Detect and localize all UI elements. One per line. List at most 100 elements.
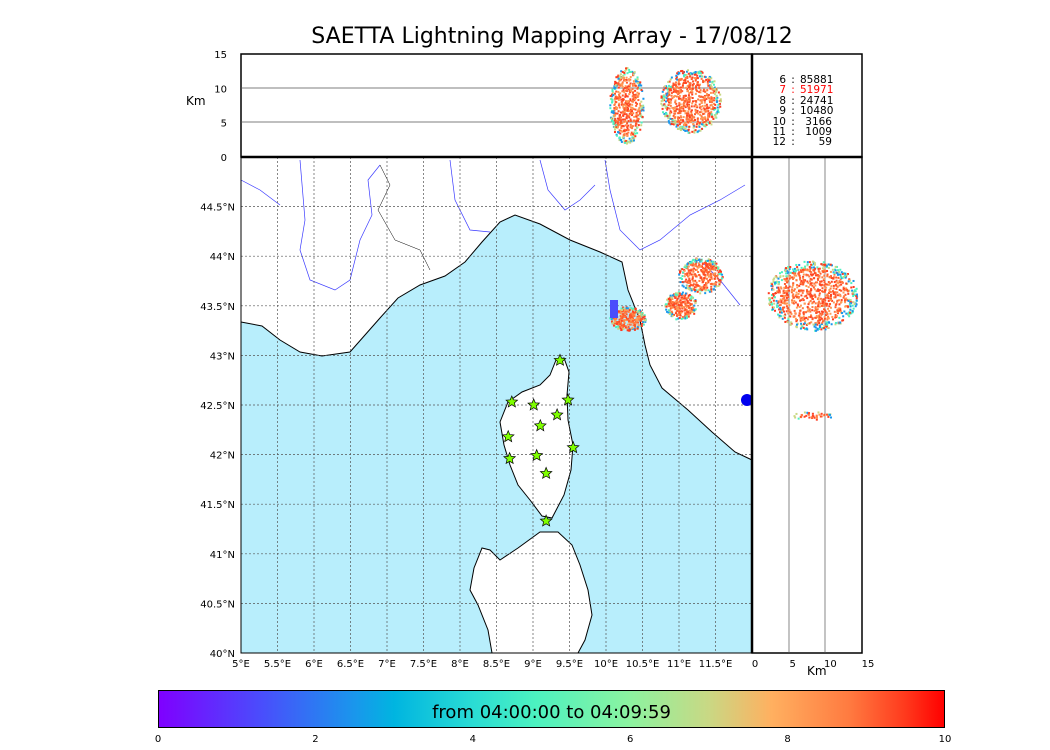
- lightning-source: [693, 304, 696, 307]
- lightning-source: [714, 103, 717, 106]
- lightning-source: [678, 313, 681, 316]
- lightning-source: [671, 315, 674, 318]
- lightning-source: [629, 313, 632, 316]
- lightning-source: [792, 270, 795, 273]
- lightning-source: [635, 318, 638, 321]
- lightning-source: [830, 264, 833, 267]
- lightning-source: [694, 70, 697, 73]
- lightning-source: [632, 120, 635, 123]
- lightning-source: [701, 271, 704, 274]
- lightning-source: [828, 305, 831, 308]
- lightning-source: [671, 85, 674, 88]
- lightning-source: [689, 303, 692, 306]
- lightning-source: [670, 122, 673, 125]
- lightning-source: [778, 304, 781, 307]
- lightning-source: [690, 117, 693, 120]
- lightning-source: [798, 284, 801, 287]
- lightning-source: [627, 129, 630, 132]
- lightning-source: [631, 88, 634, 91]
- lightning-source: [678, 316, 681, 319]
- lightning-source: [824, 299, 827, 302]
- lightning-source: [693, 309, 696, 312]
- lon-tick-label: 7.5°E: [410, 659, 437, 670]
- lon-tick-label: 9°E: [524, 659, 542, 670]
- lightning-source: [700, 123, 703, 126]
- lightning-source: [837, 307, 840, 310]
- lightning-source: [699, 287, 702, 290]
- lightning-source: [787, 296, 790, 299]
- station-number: 7: [779, 84, 786, 97]
- lightning-source: [621, 130, 624, 133]
- lightning-source: [808, 301, 811, 304]
- lightning-source: [624, 93, 627, 96]
- lightning-source: [693, 105, 696, 108]
- lightning-source: [771, 308, 774, 311]
- lightning-source: [791, 294, 794, 297]
- lightning-source: [672, 95, 675, 98]
- lightning-source: [674, 109, 677, 112]
- lightning-source: [669, 89, 672, 92]
- lightning-source: [694, 260, 697, 263]
- lightning-source: [674, 89, 677, 92]
- lightning-source: [620, 325, 623, 328]
- lightning-source: [628, 309, 631, 312]
- lightning-source: [710, 77, 713, 80]
- lightning-source: [625, 86, 628, 89]
- lightning-source: [719, 269, 722, 272]
- lightning-source: [782, 292, 785, 295]
- lightning-source: [718, 281, 721, 284]
- lightning-source: [670, 296, 673, 299]
- lightning-source: [818, 314, 821, 317]
- lightning-source: [713, 93, 716, 96]
- lightning-source: [669, 311, 672, 314]
- lightning-source: [691, 76, 694, 79]
- lightning-source: [623, 118, 626, 121]
- lightning-source: [634, 101, 637, 104]
- lightning-source: [702, 267, 705, 270]
- lightning-source: [816, 274, 819, 277]
- lightning-source: [817, 289, 820, 292]
- lightning-source: [698, 129, 701, 132]
- lightning-source: [820, 317, 823, 320]
- lightning-source: [700, 102, 703, 105]
- lightning-source: [802, 289, 805, 292]
- lightning-source: [703, 286, 706, 289]
- lightning-source: [826, 317, 829, 320]
- lightning-source: [616, 321, 619, 324]
- lightning-source: [700, 269, 703, 272]
- lightning-source: [843, 288, 846, 291]
- lightning-source: [623, 315, 626, 318]
- colorbar-tick-label: 10: [938, 734, 952, 745]
- lightning-source: [679, 97, 682, 100]
- lightning-source: [616, 120, 619, 123]
- lightning-source: [850, 312, 853, 315]
- station-count-row: 10:3166: [756, 116, 832, 127]
- lightning-source: [788, 277, 791, 280]
- lightning-source: [824, 296, 827, 299]
- lightning-source: [681, 275, 684, 278]
- lightning-source: [802, 315, 805, 318]
- lightning-source: [625, 76, 628, 79]
- lightning-source: [632, 312, 635, 315]
- lightning-source: [786, 299, 789, 302]
- lightning-source: [703, 80, 706, 83]
- lightning-source: [797, 292, 800, 295]
- lightning-source: [688, 116, 691, 119]
- lightning-source: [822, 261, 825, 264]
- lightning-source: [698, 90, 701, 93]
- lightning-source: [806, 411, 809, 414]
- lightning-source: [674, 308, 677, 311]
- lightning-source: [821, 312, 824, 315]
- lightning-source: [822, 308, 825, 311]
- lightning-source: [694, 119, 697, 122]
- lightning-source: [783, 301, 786, 304]
- lightning-source: [675, 305, 678, 308]
- lightning-source: [690, 105, 693, 108]
- lightning-source: [817, 278, 820, 281]
- lightning-source: [810, 416, 813, 419]
- lightning-source: [703, 271, 706, 274]
- lightning-source: [844, 275, 847, 278]
- lightning-source: [713, 99, 716, 102]
- lightning-source: [686, 311, 689, 314]
- lightning-source: [627, 104, 630, 107]
